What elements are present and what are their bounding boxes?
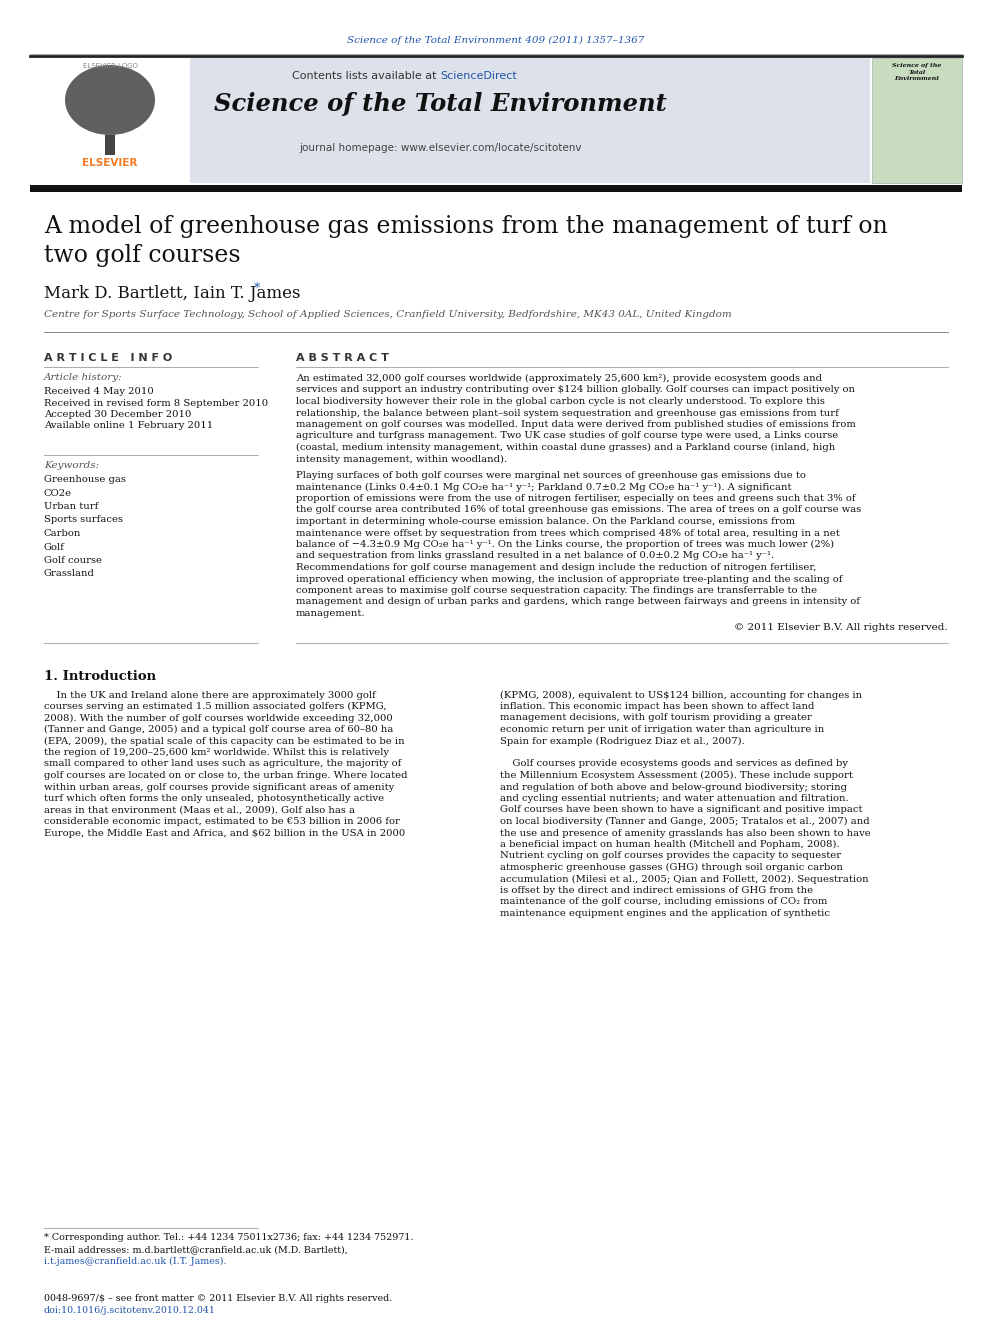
- Text: Nutrient cycling on golf courses provides the capacity to sequester: Nutrient cycling on golf courses provide…: [500, 852, 841, 860]
- Text: Europe, the Middle East and Africa, and $62 billion in the USA in 2000: Europe, the Middle East and Africa, and …: [44, 828, 406, 837]
- Text: turf which often forms the only unsealed, photosynthetically active: turf which often forms the only unsealed…: [44, 794, 384, 803]
- Text: relationship, the balance between plant–soil system sequestration and greenhouse: relationship, the balance between plant–…: [296, 409, 839, 418]
- Text: Grassland: Grassland: [44, 569, 95, 578]
- Text: balance of −4.3±0.9 Mg CO₂e ha⁻¹ y⁻¹. On the Links course, the proportion of tre: balance of −4.3±0.9 Mg CO₂e ha⁻¹ y⁻¹. On…: [296, 540, 834, 549]
- Text: economic return per unit of irrigation water than agriculture in: economic return per unit of irrigation w…: [500, 725, 824, 734]
- Text: Mark D. Bartlett, Iain T. James: Mark D. Bartlett, Iain T. James: [44, 284, 306, 302]
- Text: Science of the
Total
Environment: Science of the Total Environment: [893, 64, 941, 81]
- Text: considerable economic impact, estimated to be €53 billion in 2006 for: considerable economic impact, estimated …: [44, 818, 400, 826]
- Text: maintenance equipment engines and the application of synthetic: maintenance equipment engines and the ap…: [500, 909, 830, 918]
- Text: atmospheric greenhouse gasses (GHG) through soil organic carbon: atmospheric greenhouse gasses (GHG) thro…: [500, 863, 843, 872]
- Text: Greenhouse gas: Greenhouse gas: [44, 475, 126, 484]
- Ellipse shape: [65, 65, 155, 135]
- Text: local biodiversity however their role in the global carbon cycle is not clearly : local biodiversity however their role in…: [296, 397, 825, 406]
- Bar: [30, 58, 870, 183]
- Text: Urban turf: Urban turf: [44, 501, 98, 511]
- Text: the region of 19,200–25,600 km² worldwide. Whilst this is relatively: the region of 19,200–25,600 km² worldwid…: [44, 747, 389, 757]
- Text: Golf courses have been shown to have a significant and positive impact: Golf courses have been shown to have a s…: [500, 806, 862, 815]
- Text: proportion of emissions were from the use of nitrogen fertiliser, especially on : proportion of emissions were from the us…: [296, 493, 856, 503]
- Bar: [30, 58, 190, 183]
- Text: within urban areas, golf courses provide significant areas of amenity: within urban areas, golf courses provide…: [44, 782, 394, 791]
- Text: Sports surfaces: Sports surfaces: [44, 516, 123, 524]
- Text: areas in that environment (Maas et al., 2009). Golf also has a: areas in that environment (Maas et al., …: [44, 806, 355, 815]
- Text: improved operational efficiency when mowing, the inclusion of appropriate tree-p: improved operational efficiency when mow…: [296, 574, 842, 583]
- Text: Science of the Total Environment 409 (2011) 1357–1367: Science of the Total Environment 409 (20…: [347, 36, 645, 45]
- Text: important in determining whole-course emission balance. On the Parkland course, : important in determining whole-course em…: [296, 517, 796, 527]
- Text: intensity management, within woodland).: intensity management, within woodland).: [296, 455, 507, 463]
- Text: ELSEVIER: ELSEVIER: [82, 157, 138, 168]
- Text: Contents lists available at: Contents lists available at: [292, 71, 440, 81]
- Text: 1. Introduction: 1. Introduction: [44, 671, 156, 684]
- Text: the use and presence of amenity grasslands has also been shown to have: the use and presence of amenity grasslan…: [500, 828, 871, 837]
- Text: A model of greenhouse gas emissions from the management of turf on: A model of greenhouse gas emissions from…: [44, 216, 888, 238]
- Text: * Corresponding author. Tel.: +44 1234 75011x2736; fax: +44 1234 752971.: * Corresponding author. Tel.: +44 1234 7…: [44, 1233, 414, 1242]
- Text: doi:10.1016/j.scitotenv.2010.12.041: doi:10.1016/j.scitotenv.2010.12.041: [44, 1306, 216, 1315]
- Text: maintenance of the golf course, including emissions of CO₂ from: maintenance of the golf course, includin…: [500, 897, 827, 906]
- Text: small compared to other land uses such as agriculture, the majority of: small compared to other land uses such a…: [44, 759, 402, 769]
- Text: component areas to maximise golf course sequestration capacity. The findings are: component areas to maximise golf course …: [296, 586, 817, 595]
- Text: (coastal, medium intensity management, within coastal dune grasses) and a Parkla: (coastal, medium intensity management, w…: [296, 443, 835, 452]
- Text: the golf course area contributed 16% of total greenhouse gas emissions. The area: the golf course area contributed 16% of …: [296, 505, 861, 515]
- Text: Carbon: Carbon: [44, 529, 81, 538]
- Text: Science of the Total Environment: Science of the Total Environment: [213, 93, 667, 116]
- Bar: [105, 135, 115, 155]
- Text: inflation. This economic impact has been shown to affect land: inflation. This economic impact has been…: [500, 703, 814, 710]
- Text: Centre for Sports Surface Technology, School of Applied Sciences, Cranfield Univ: Centre for Sports Surface Technology, Sc…: [44, 310, 732, 319]
- Text: i.t.james@cranfield.ac.uk (I.T. James).: i.t.james@cranfield.ac.uk (I.T. James).: [44, 1257, 226, 1266]
- Text: Golf course: Golf course: [44, 556, 102, 565]
- Text: *: *: [254, 282, 260, 295]
- Text: (Tanner and Gange, 2005) and a typical golf course area of 60–80 ha: (Tanner and Gange, 2005) and a typical g…: [44, 725, 394, 734]
- Text: (EPA, 2009), the spatial scale of this capacity can be estimated to be in: (EPA, 2009), the spatial scale of this c…: [44, 737, 405, 746]
- Text: 0048-9697/$ – see front matter © 2011 Elsevier B.V. All rights reserved.: 0048-9697/$ – see front matter © 2011 El…: [44, 1294, 392, 1303]
- Text: Article history:: Article history:: [44, 373, 123, 382]
- Text: A R T I C L E   I N F O: A R T I C L E I N F O: [44, 353, 173, 363]
- Text: Playing surfaces of both golf courses were marginal net sources of greenhouse ga: Playing surfaces of both golf courses we…: [296, 471, 806, 480]
- Text: management decisions, with golf tourism providing a greater: management decisions, with golf tourism …: [500, 713, 811, 722]
- Text: Golf: Golf: [44, 542, 64, 552]
- Text: Recommendations for golf course management and design include the reduction of n: Recommendations for golf course manageme…: [296, 564, 816, 572]
- Text: E-mail addresses: m.d.bartlett@cranfield.ac.uk (M.D. Bartlett),: E-mail addresses: m.d.bartlett@cranfield…: [44, 1245, 348, 1254]
- Text: two golf courses: two golf courses: [44, 243, 241, 267]
- Text: Golf courses provide ecosystems goods and services as defined by: Golf courses provide ecosystems goods an…: [500, 759, 848, 769]
- Text: is offset by the direct and indirect emissions of GHG from the: is offset by the direct and indirect emi…: [500, 886, 813, 894]
- Text: 2008). With the number of golf courses worldwide exceeding 32,000: 2008). With the number of golf courses w…: [44, 713, 393, 722]
- Text: golf courses are located on or close to, the urban fringe. Where located: golf courses are located on or close to,…: [44, 771, 408, 781]
- Text: ScienceDirect: ScienceDirect: [440, 71, 517, 81]
- Text: A B S T R A C T: A B S T R A C T: [296, 353, 389, 363]
- Text: and regulation of both above and below-ground biodiversity; storing: and regulation of both above and below-g…: [500, 782, 847, 791]
- Text: Keywords:: Keywords:: [44, 460, 99, 470]
- Text: management and design of urban parks and gardens, which range between fairways a: management and design of urban parks and…: [296, 598, 860, 606]
- Text: maintenance (Links 0.4±0.1 Mg CO₂e ha⁻¹ y⁻¹; Parkland 0.7±0.2 Mg CO₂e ha⁻¹ y⁻¹).: maintenance (Links 0.4±0.1 Mg CO₂e ha⁻¹ …: [296, 483, 792, 492]
- Text: In the UK and Ireland alone there are approximately 3000 golf: In the UK and Ireland alone there are ap…: [44, 691, 376, 700]
- Text: Available online 1 February 2011: Available online 1 February 2011: [44, 422, 213, 430]
- Bar: [30, 185, 962, 192]
- Text: on local biodiversity (Tanner and Gange, 2005; Tratalos et al., 2007) and: on local biodiversity (Tanner and Gange,…: [500, 818, 870, 826]
- Text: journal homepage: www.elsevier.com/locate/scitotenv: journal homepage: www.elsevier.com/locat…: [299, 143, 581, 153]
- Text: a beneficial impact on human health (Mitchell and Popham, 2008).: a beneficial impact on human health (Mit…: [500, 840, 839, 849]
- Text: accumulation (Milesi et al., 2005; Qian and Follett, 2002). Sequestration: accumulation (Milesi et al., 2005; Qian …: [500, 875, 869, 884]
- Text: and sequestration from links grassland resulted in a net balance of 0.0±0.2 Mg C: and sequestration from links grassland r…: [296, 552, 774, 561]
- Text: Accepted 30 December 2010: Accepted 30 December 2010: [44, 410, 191, 419]
- Text: the Millennium Ecosystem Assessment (2005). These include support: the Millennium Ecosystem Assessment (200…: [500, 771, 853, 781]
- Text: maintenance were offset by sequestration from trees which comprised 48% of total: maintenance were offset by sequestration…: [296, 528, 840, 537]
- Text: management on golf courses was modelled. Input data were derived from published : management on golf courses was modelled.…: [296, 419, 856, 429]
- Text: ELSEVIER LOGO: ELSEVIER LOGO: [82, 64, 138, 69]
- Text: Received in revised form 8 September 2010: Received in revised form 8 September 201…: [44, 398, 268, 407]
- Bar: [872, 58, 962, 183]
- Text: management.: management.: [296, 609, 365, 618]
- Text: Spain for example (Rodriguez Diaz et al., 2007).: Spain for example (Rodriguez Diaz et al.…: [500, 737, 745, 746]
- Text: agriculture and turfgrass management. Two UK case studies of golf course type we: agriculture and turfgrass management. Tw…: [296, 431, 838, 441]
- Text: Received 4 May 2010: Received 4 May 2010: [44, 388, 154, 396]
- Text: CO2e: CO2e: [44, 488, 72, 497]
- Text: (KPMG, 2008), equivalent to US$124 billion, accounting for changes in: (KPMG, 2008), equivalent to US$124 billi…: [500, 691, 862, 700]
- Text: © 2011 Elsevier B.V. All rights reserved.: © 2011 Elsevier B.V. All rights reserved…: [734, 623, 948, 632]
- Text: services and support an industry contributing over $124 billion globally. Golf c: services and support an industry contrib…: [296, 385, 855, 394]
- Text: and cycling essential nutrients; and water attenuation and filtration.: and cycling essential nutrients; and wat…: [500, 794, 848, 803]
- Text: courses serving an estimated 1.5 million associated golfers (KPMG,: courses serving an estimated 1.5 million…: [44, 703, 387, 712]
- Text: An estimated 32,000 golf courses worldwide (approximately 25,600 km²), provide e: An estimated 32,000 golf courses worldwi…: [296, 374, 822, 384]
